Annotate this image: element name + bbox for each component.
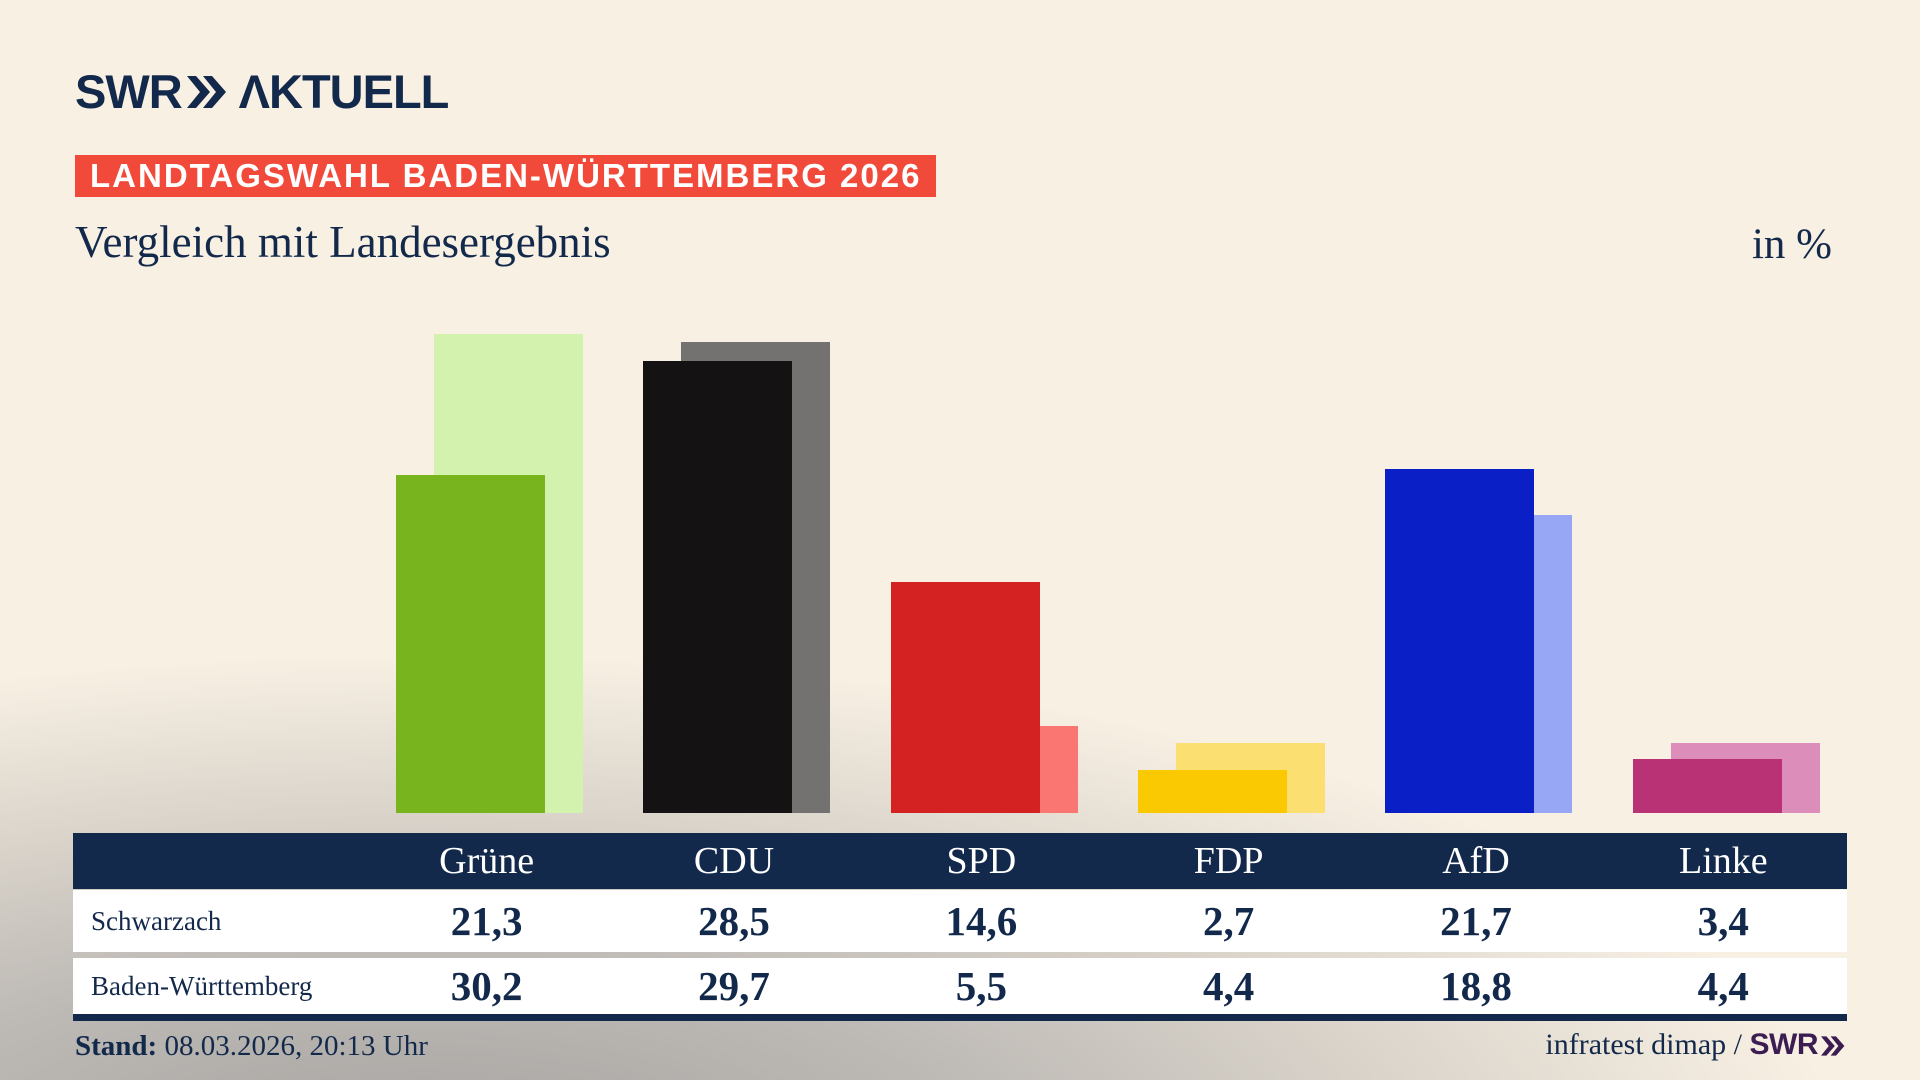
timestamp: Stand: 08.03.2026, 20:13 Uhr xyxy=(75,1030,428,1063)
value-fdp-baden-wuerttemberg: 4,4 xyxy=(1203,963,1255,1009)
stand-value: 08.03.2026, 20:13 Uhr xyxy=(157,1030,428,1062)
value-spd-schwarzach: 14,6 xyxy=(945,898,1018,944)
value-spd-baden-wuerttemberg: 5,5 xyxy=(955,963,1007,1009)
value-afd-schwarzach: 21,7 xyxy=(1440,898,1512,944)
column-header-gruene: Grüne xyxy=(439,840,535,882)
bar-cdu-schwarzach xyxy=(643,361,793,813)
bar-fdp-schwarzach xyxy=(1137,770,1287,813)
column-header-cdu: CDU xyxy=(693,840,775,882)
swr-chevrons-icon xyxy=(186,76,226,108)
logo-aktuell-text: ΛKTUELL xyxy=(238,64,450,118)
value-cdu-baden-wuerttemberg: 29,7 xyxy=(698,963,770,1009)
source-text: infratest dimap / xyxy=(1545,1028,1750,1061)
value-afd-baden-wuerttemberg: 18,8 xyxy=(1440,963,1512,1009)
value-gruene-schwarzach: 21,3 xyxy=(450,898,523,944)
value-gruene-baden-wuerttemberg: 30,2 xyxy=(450,963,523,1009)
row-label-schwarzach: Schwarzach xyxy=(91,906,222,936)
logo-swr-text: SWR xyxy=(75,64,183,118)
value-fdp-schwarzach: 2,7 xyxy=(1203,898,1255,944)
stand-label: Stand: xyxy=(75,1030,158,1062)
column-header-spd: SPD xyxy=(946,840,1017,882)
row-label-baden-wuerttemberg: Baden-Württemberg xyxy=(91,971,313,1001)
election-badge: LANDTAGSWAHL BADEN-WÜRTTEMBERG 2026 xyxy=(75,155,937,197)
value-linke-schwarzach: 3,4 xyxy=(1697,898,1749,944)
source-brand: SWR xyxy=(1750,1028,1846,1062)
column-header-fdp: FDP xyxy=(1193,840,1264,882)
unit-label: in % xyxy=(1751,221,1832,268)
bar-spd-schwarzach xyxy=(890,582,1040,813)
bar-afd-schwarzach xyxy=(1385,469,1535,813)
table-row-schwarzach: Schwarzach 21,3 28,5 14,6 2,7 21,7 3,4 xyxy=(73,890,1847,952)
page-title: Vergleich mit Landesergebnis xyxy=(75,217,611,267)
column-header-linke: Linke xyxy=(1678,840,1768,882)
header-spacer-cell xyxy=(73,833,363,889)
bar-linke-schwarzach xyxy=(1632,759,1782,813)
swr-aktuell-logo: SWR ΛKTUELL xyxy=(75,64,450,118)
column-header-afd: AfD xyxy=(1442,840,1510,882)
table-row-baden-wuerttemberg: Baden-Württemberg 30,2 29,7 5,5 4,4 18,8 4,4 xyxy=(73,958,1847,1021)
results-table: Grüne CDU SPD FDP AfD Linke Schwarzach 21,3 28,… xyxy=(73,833,1847,1021)
swr-chevrons-small-icon xyxy=(1821,1036,1845,1056)
value-linke-baden-wuerttemberg: 4,4 xyxy=(1697,963,1749,1009)
source-credit: infratest dimap / SWR xyxy=(1545,1028,1845,1062)
value-cdu-schwarzach: 28,5 xyxy=(698,898,770,944)
bar-gruene-schwarzach xyxy=(396,475,545,813)
badge-label: LANDTAGSWAHL BADEN-WÜRTTEMBERG 2026 xyxy=(90,157,922,194)
table-header-row: Grüne CDU SPD FDP AfD Linke xyxy=(73,833,1847,889)
source-brand-swr: SWR xyxy=(1749,1028,1819,1061)
